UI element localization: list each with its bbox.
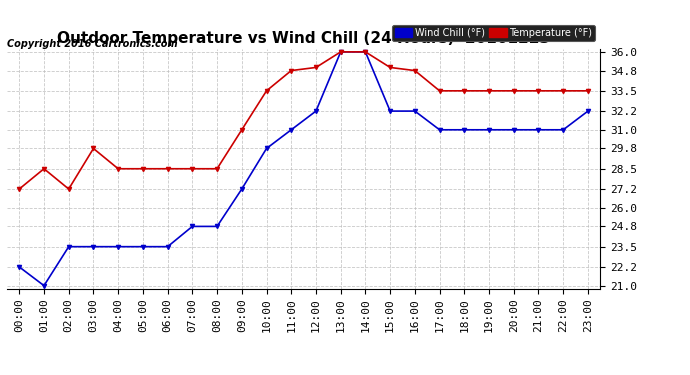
Text: Copyright 2016 Cartronics.com: Copyright 2016 Cartronics.com	[7, 39, 177, 49]
Title: Outdoor Temperature vs Wind Chill (24 Hours)  20161223: Outdoor Temperature vs Wind Chill (24 Ho…	[57, 31, 550, 46]
Legend: Wind Chill (°F), Temperature (°F): Wind Chill (°F), Temperature (°F)	[392, 25, 595, 40]
